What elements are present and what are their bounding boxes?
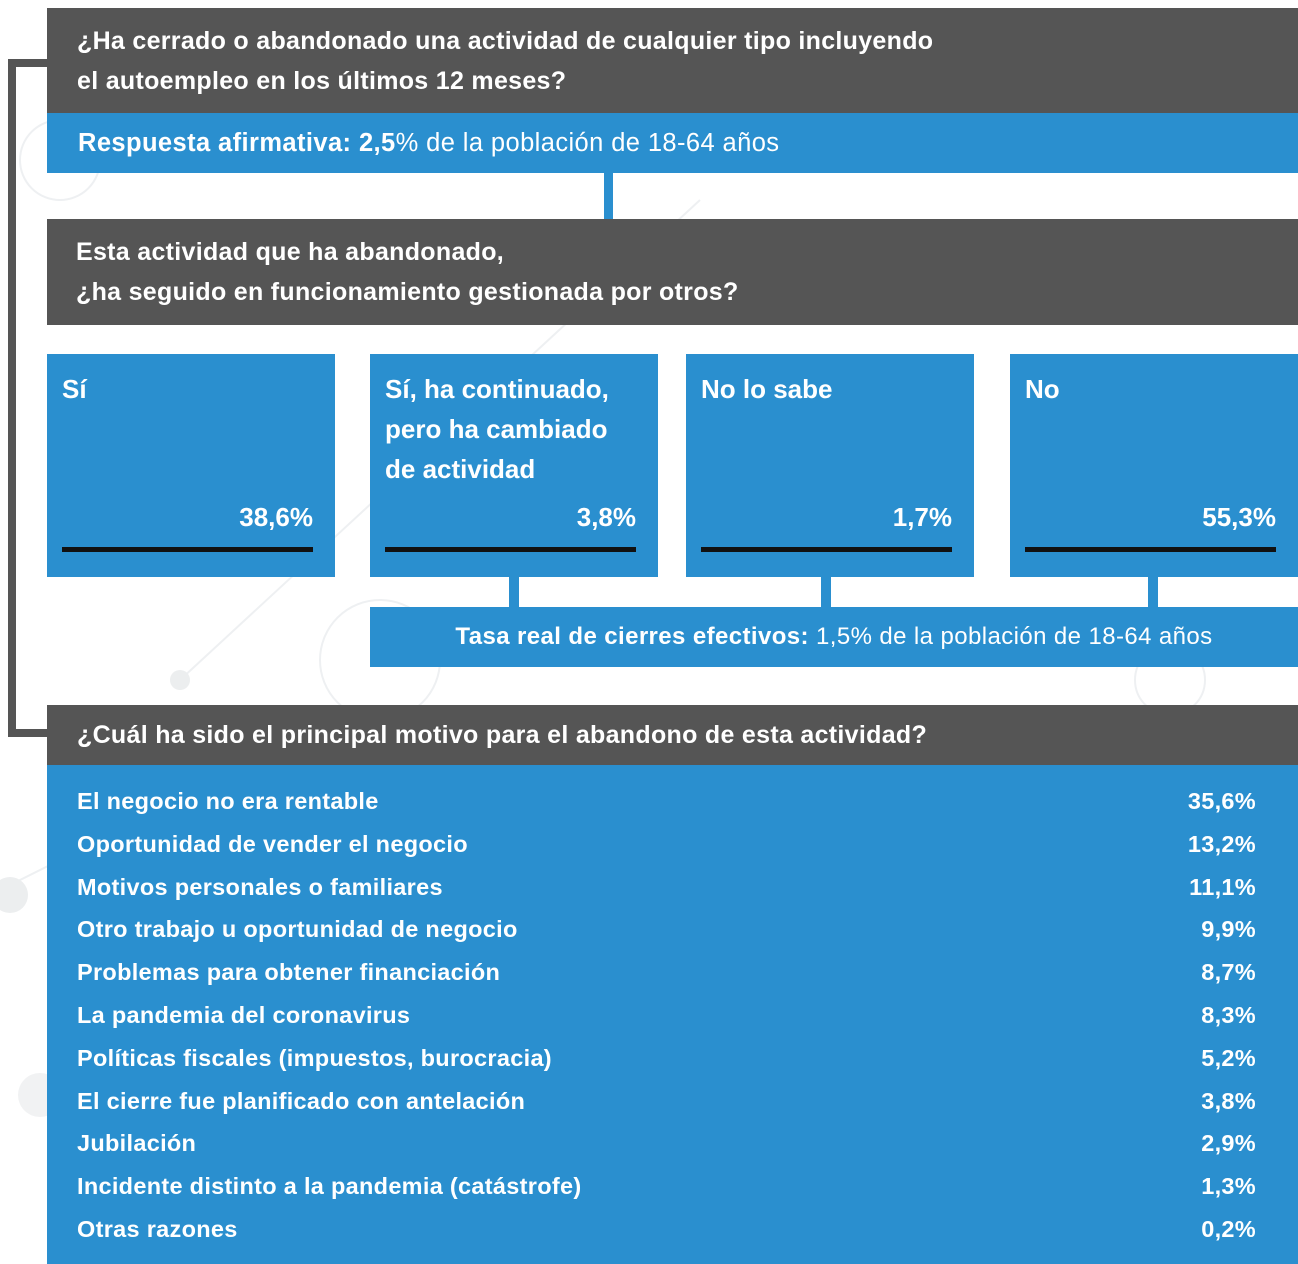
option-title: Sí — [62, 369, 87, 409]
reason-value: 8,3% — [1201, 1002, 1256, 1028]
bracket — [8, 59, 48, 67]
reason-label: Otro trabajo u oportunidad de negocio — [77, 916, 518, 943]
question-1: ¿Ha cerrado o abandonado una actividad d… — [47, 8, 1298, 113]
reason-label: Incidente distinto a la pandemia (catást… — [77, 1173, 582, 1200]
reason-value: 11,1% — [1189, 873, 1256, 900]
text: Esta actividad que ha abandonado, — [76, 238, 505, 266]
option-title: No lo sabe — [701, 369, 832, 409]
reason-value: 8,7% — [1201, 959, 1256, 986]
reason-label: Oportunidad de vender el negocio — [77, 830, 468, 857]
question-2: Esta actividad que ha abandonado, ¿ha se… — [47, 219, 1298, 325]
option-title-line: No — [1025, 374, 1060, 404]
reasons-list: El negocio no era rentable 35,6% Oportunid… — [47, 765, 1298, 1264]
connector — [509, 577, 519, 607]
reason-label: Motivos personales o familiares — [77, 873, 443, 900]
reason-label: La pandemia del coronavirus — [77, 1002, 411, 1028]
option-title-line: pero ha cambiado — [385, 414, 608, 444]
option-underline — [62, 547, 313, 552]
option-box: Sí 38,6% — [47, 354, 335, 577]
option-title: No — [1025, 369, 1060, 409]
reason-row: Motivos personales o familiares 11,1% — [77, 866, 1256, 909]
text: Tasa real de cierres efectivos: — [455, 623, 809, 650]
answer-1: Respuesta afirmativa: 2,5% de la poblaci… — [47, 113, 1298, 173]
reason-label: Problemas para obtener financiación — [77, 959, 501, 986]
option-underline — [1025, 547, 1276, 552]
reason-label: Políticas fiscales (impuestos, burocraci… — [77, 1044, 552, 1071]
reason-row: Incidente distinto a la pandemia (catást… — [77, 1165, 1256, 1208]
bracket — [8, 59, 16, 737]
text: 1,5% de la población de 18-64 años — [816, 623, 1213, 650]
option-box: Sí, ha continuado, pero ha cambiado de act… — [370, 354, 658, 577]
reason-value: 13,2% — [1187, 830, 1256, 857]
reason-value: 35,6% — [1187, 788, 1256, 814]
reason-row: Problemas para obtener financiación 8,7% — [77, 951, 1256, 994]
reason-value: 0,2% — [1201, 1216, 1256, 1242]
reason-value: 3,8% — [1201, 1087, 1256, 1114]
option-title: Sí, ha continuado, pero ha cambiado de act… — [385, 369, 609, 489]
reason-row: Políticas fiscales (impuestos, burocraci… — [77, 1037, 1256, 1080]
reason-label: Otras razones — [77, 1216, 238, 1242]
text: 2,5 — [358, 129, 396, 157]
text: ¿Ha cerrado o abandonado una actividad d… — [77, 27, 934, 55]
reason-label: Jubilación — [77, 1130, 197, 1157]
option-underline — [701, 547, 952, 552]
rate: Tasa real de cierres efectivos: 1,5% de … — [370, 607, 1298, 667]
option-value: 55,3% — [1202, 502, 1276, 532]
bracket — [8, 729, 48, 737]
option-title-line: de actividad — [385, 454, 536, 484]
reason-label: El negocio no era rentable — [77, 788, 379, 814]
reason-row: Otro trabajo u oportunidad de negocio 9,9… — [77, 908, 1256, 951]
reason-row: Otras razones 0,2% — [77, 1208, 1256, 1251]
option-underline — [385, 547, 636, 552]
reason-value: 1,3% — [1201, 1173, 1256, 1200]
text: Respuesta afirmativa: — [78, 129, 352, 157]
text: ¿ha seguido en funcionamiento gestionada… — [76, 278, 739, 306]
reason-value: 9,9% — [1201, 916, 1256, 943]
text: el autoempleo en los últimos 12 meses? — [77, 67, 567, 95]
reason-label: El cierre fue planificado con antelación — [77, 1087, 526, 1114]
question-3: ¿Cuál ha sido el principal motivo para e… — [47, 705, 1298, 765]
reason-value: 2,9% — [1201, 1130, 1256, 1157]
reason-row: El cierre fue planificado con antelación… — [77, 1080, 1256, 1123]
option-title-line: Sí — [62, 374, 87, 404]
text: % de la población de 18-64 años — [395, 129, 780, 157]
connector — [821, 577, 831, 607]
reason-value: 5,2% — [1201, 1044, 1256, 1071]
connector — [1148, 577, 1158, 607]
option-title-line: Sí, ha continuado, — [385, 374, 609, 404]
option-box: No lo sabe 1,7% — [686, 354, 974, 577]
reason-row: El negocio no era rentable 35,6% — [77, 780, 1256, 823]
connector — [604, 173, 613, 219]
reason-row: Jubilación 2,9% — [77, 1122, 1256, 1165]
reason-row: La pandemia del coronavirus 8,3% — [77, 994, 1256, 1037]
option-box: No 55,3% — [1010, 354, 1298, 577]
option-value: 38,6% — [239, 502, 313, 532]
option-title-line: No lo sabe — [701, 374, 833, 404]
reason-row: Oportunidad de vender el negocio 13,2% — [77, 823, 1256, 866]
option-value: 1,7% — [892, 502, 952, 532]
option-value: 3,8% — [576, 502, 636, 532]
